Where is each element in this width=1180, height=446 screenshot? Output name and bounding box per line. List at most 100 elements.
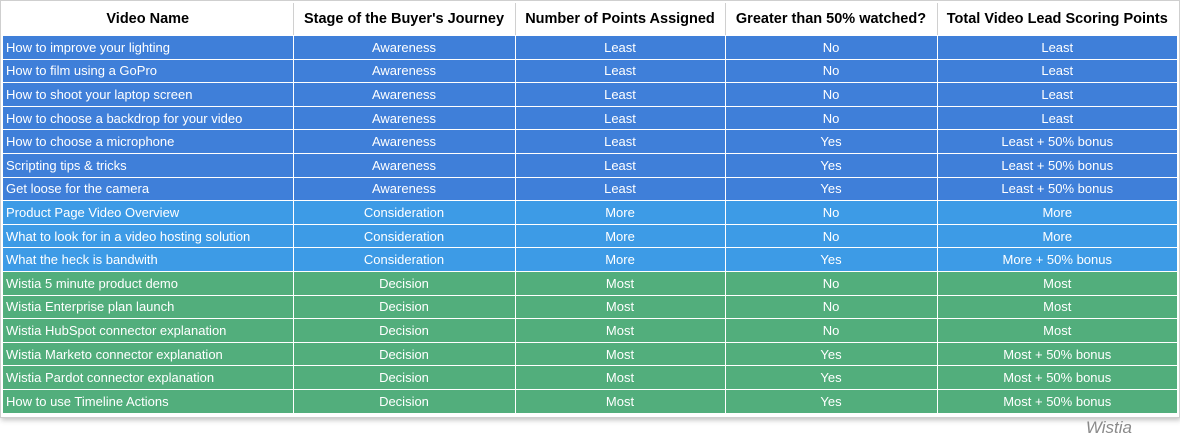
table-row: What the heck is bandwith Consideration Mo… [3,247,1177,272]
cell-stage: Awareness [293,153,516,178]
cell-watched: No [725,295,938,320]
header-watched: Greater than 50% watched? [725,3,938,36]
cell-total-points: Least [937,59,1177,84]
cell-points-assigned: Least [515,153,726,178]
table-row: Wistia 5 minute product demo Decision Most… [3,271,1177,296]
cell-stage: Decision [293,318,516,343]
table-row: Product Page Video Overview Consideration… [3,200,1177,225]
cell-points-assigned: More [515,247,726,272]
cell-points-assigned: Least [515,59,726,84]
table-row: Get loose for the camera Awareness Least Ye… [3,177,1177,202]
cell-stage: Awareness [293,82,516,107]
lead-scoring-table: Video Name Stage of the Buyer's Journey … [3,3,1177,414]
cell-stage: Decision [293,365,516,390]
table-row: Wistia Marketo connector explanation Deci… [3,342,1177,367]
cell-total-points: More + 50% bonus [937,247,1177,272]
cell-watched: No [725,35,938,60]
cell-video-name: Get loose for the camera [3,177,294,202]
table-body: How to improve your lighting Awareness Lea… [3,35,1177,414]
cell-stage: Consideration [293,200,516,225]
cell-video-name: How to shoot your laptop screen [3,82,294,107]
cell-total-points: Most [937,271,1177,296]
table-row: How to shoot your laptop screen Awareness… [3,82,1177,107]
cell-total-points: Least [937,35,1177,60]
cell-total-points: Least + 50% bonus [937,153,1177,178]
cell-stage: Awareness [293,59,516,84]
table-row: How to use Timeline Actions Decision Most Y… [3,389,1177,414]
table-row: Wistia Enterprise plan launch Decision Mos… [3,295,1177,320]
cell-stage: Awareness [293,129,516,154]
cell-watched: Yes [725,365,938,390]
cell-stage: Consideration [293,224,516,249]
cell-video-name: Product Page Video Overview [3,200,294,225]
cell-points-assigned: More [515,200,726,225]
cell-points-assigned: Most [515,389,726,414]
cell-total-points: Most [937,318,1177,343]
table-row: What to look for in a video hosting solu… [3,224,1177,249]
cell-points-assigned: Least [515,35,726,60]
table-frame: Video Name Stage of the Buyer's Journey … [0,0,1180,418]
cell-points-assigned: Most [515,318,726,343]
cell-video-name: What to look for in a video hosting solu… [3,224,294,249]
table-header-row: Video Name Stage of the Buyer's Journey … [3,3,1177,36]
cell-watched: No [725,106,938,131]
cell-points-assigned: Most [515,342,726,367]
cell-total-points: Least + 50% bonus [937,129,1177,154]
cell-total-points: Least [937,82,1177,107]
header-video-name: Video Name [3,3,294,36]
cell-total-points: Most + 50% bonus [937,365,1177,390]
cell-total-points: Least + 50% bonus [937,177,1177,202]
cell-video-name: What the heck is bandwith [3,247,294,272]
table-row: How to improve your lighting Awareness Lea… [3,35,1177,60]
cell-total-points: More [937,200,1177,225]
cell-video-name: How to choose a backdrop for your video [3,106,294,131]
cell-video-name: How to film using a GoPro [3,59,294,84]
cell-stage: Decision [293,295,516,320]
cell-points-assigned: Most [515,365,726,390]
cell-video-name: How to improve your lighting [3,35,294,60]
cell-points-assigned: Least [515,82,726,107]
cell-points-assigned: Least [515,177,726,202]
table-row: How to film using a GoPro Awareness Least N… [3,59,1177,84]
cell-watched: Yes [725,129,938,154]
cell-stage: Awareness [293,106,516,131]
cell-video-name: Wistia 5 minute product demo [3,271,294,296]
cell-stage: Awareness [293,35,516,60]
cell-points-assigned: Most [515,295,726,320]
cell-video-name: Wistia Enterprise plan launch [3,295,294,320]
cell-total-points: Least [937,106,1177,131]
cell-video-name: How to choose a microphone [3,129,294,154]
cell-video-name: Scripting tips & tricks [3,153,294,178]
table-row: How to choose a microphone Awareness Least… [3,129,1177,154]
cell-watched: Yes [725,389,938,414]
cell-watched: Yes [725,177,938,202]
cell-stage: Decision [293,271,516,296]
cell-watched: Yes [725,153,938,178]
header-stage: Stage of the Buyer's Journey [293,3,516,36]
cell-watched: No [725,318,938,343]
cell-total-points: Most + 50% bonus [937,342,1177,367]
cell-total-points: Most [937,295,1177,320]
cell-video-name: How to use Timeline Actions [3,389,294,414]
header-total-points: Total Video Lead Scoring Points [937,3,1177,36]
header-points-assigned: Number of Points Assigned [515,3,726,36]
table-row: Wistia HubSpot connector explanation Deci… [3,318,1177,343]
cell-points-assigned: More [515,224,726,249]
table-row: Wistia Pardot connector explanation Decis… [3,365,1177,390]
cell-watched: No [725,271,938,296]
cell-watched: No [725,59,938,84]
cell-watched: Yes [725,247,938,272]
cell-points-assigned: Least [515,106,726,131]
cell-points-assigned: Least [515,129,726,154]
cell-watched: No [725,82,938,107]
cell-stage: Decision [293,389,516,414]
table-row: Scripting tips & tricks Awareness Least Yes… [3,153,1177,178]
cell-video-name: Wistia Marketo connector explanation [3,342,294,367]
cell-stage: Consideration [293,247,516,272]
cell-points-assigned: Most [515,271,726,296]
cell-stage: Awareness [293,177,516,202]
cell-total-points: Most + 50% bonus [937,389,1177,414]
cell-watched: No [725,200,938,225]
cell-watched: No [725,224,938,249]
table-row: How to choose a backdrop for your video A… [3,106,1177,131]
